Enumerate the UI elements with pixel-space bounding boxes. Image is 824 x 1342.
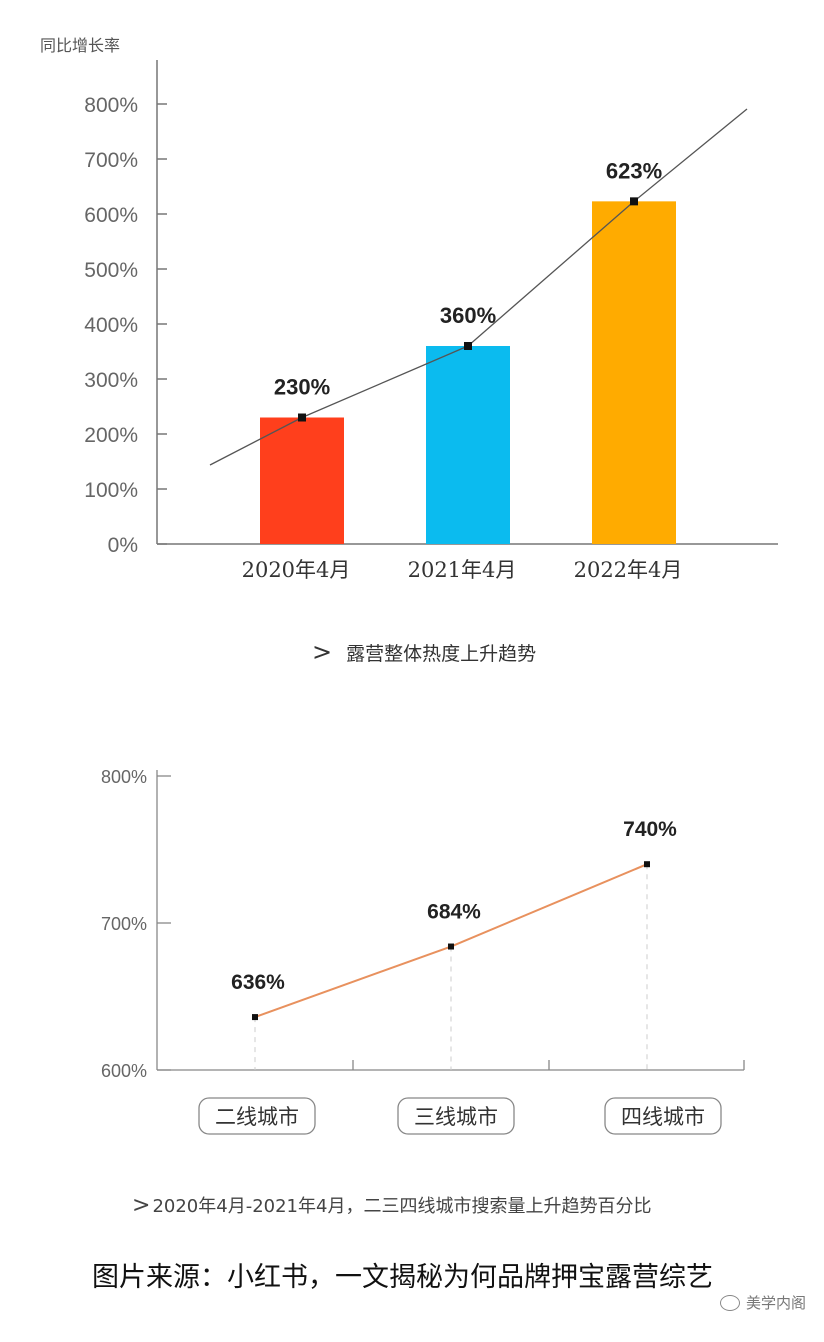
x-tick-label: 二线城市 [215, 1105, 299, 1129]
y-tick-label: 500% [84, 259, 138, 282]
y-tick-label: 300% [84, 369, 138, 392]
data-point [644, 861, 650, 868]
x-tick-label: 三线城市 [414, 1105, 498, 1129]
y-tick-label: 700% [101, 914, 147, 934]
series-line [254, 863, 648, 1019]
chart2-caption: >2020年4月-2021年4月，二三四线城市搜索量上升趋势百分比 [132, 1192, 651, 1218]
caption-arrow-icon: > [132, 1193, 151, 1218]
chart1-caption-text: 露营整体热度上升趋势 [346, 643, 537, 665]
x-tick-label: 2021年4月 [408, 558, 517, 582]
trend-line [467, 200, 635, 347]
x-tick-label: 四线城市 [621, 1105, 705, 1129]
trend-point [630, 197, 638, 206]
x-tick-label: 2022年4月 [574, 558, 683, 582]
x-category-box [604, 1097, 722, 1135]
x-category-box [397, 1097, 515, 1135]
bar [260, 417, 344, 544]
data-label: 623% [606, 158, 662, 183]
data-label: 684% [427, 901, 481, 924]
bar [426, 346, 510, 544]
trend-line [633, 108, 748, 202]
data-label: 230% [274, 375, 330, 400]
y-tick-label: 0% [108, 534, 138, 557]
y-tick-label: 600% [101, 1061, 147, 1081]
chart2-caption-text: 2020年4月-2021年4月，二三四线城市搜索量上升趋势百分比 [152, 1196, 652, 1217]
growth-bar-chart: 同比增长率 0% 100% 200% 300% 400% 500% 600% 700% 800% 2… [40, 36, 778, 582]
watermark-text: 美学内阁 [745, 1294, 806, 1312]
x-category-box [198, 1097, 316, 1135]
trend-line [209, 416, 303, 466]
data-label: 740% [623, 818, 677, 841]
caption-arrow-icon: > [312, 638, 333, 666]
y-tick-label: 100% [84, 479, 138, 502]
data-label: 636% [231, 971, 285, 994]
y-tick-label: 800% [101, 767, 147, 787]
image-source-text: 图片来源：小红书，一文揭秘为何品牌押宝露营综艺 [92, 1262, 713, 1293]
y-tick-label: 600% [84, 204, 138, 227]
data-point [252, 1014, 258, 1021]
y-tick-label: 200% [84, 424, 138, 447]
wechat-icon [719, 1294, 740, 1311]
y-tick-label: 700% [84, 149, 138, 172]
trend-line [301, 345, 469, 419]
trend-point [298, 413, 306, 422]
watermark: 美学内阁 [719, 1292, 806, 1313]
data-point [448, 943, 454, 950]
y-tick-label: 400% [84, 314, 138, 337]
x-tick-label: 2020年4月 [242, 558, 351, 582]
y-tick-label: 800% [84, 94, 138, 117]
bar [592, 201, 676, 544]
y-axis-label: 同比增长率 [40, 36, 120, 55]
chart1-caption: > 露营整体热度上升趋势 [312, 638, 536, 666]
city-search-line-chart: 600% 700% 800% 636% 684% 740% 二线城市 三线城市 四线城市 [101, 767, 745, 1135]
data-label: 360% [440, 303, 496, 328]
trend-point [464, 342, 472, 350]
